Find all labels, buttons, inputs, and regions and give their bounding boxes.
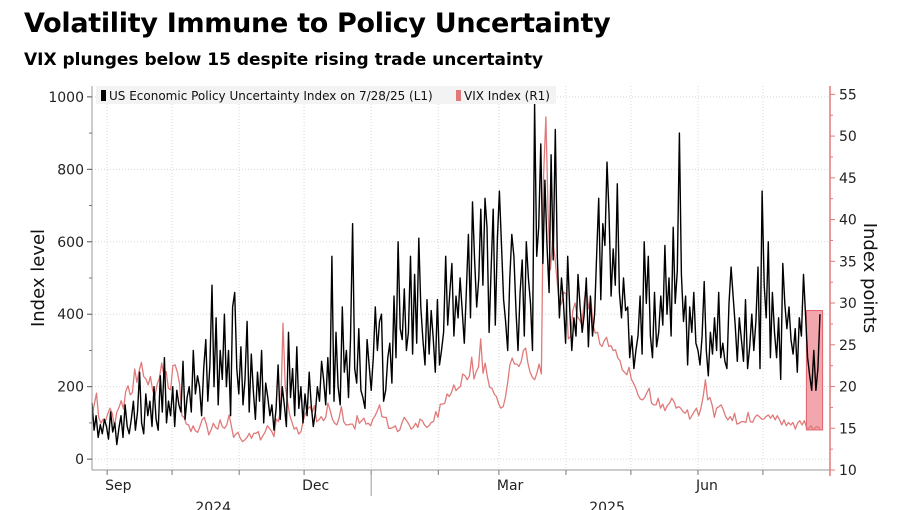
epu-series-line xyxy=(91,103,821,446)
legend-background xyxy=(96,86,556,104)
left-tick-label: 600 xyxy=(57,235,84,251)
x-tick-label: Mar xyxy=(497,478,524,494)
right-tick-label: 45 xyxy=(839,171,857,187)
right-tick-label: 25 xyxy=(839,338,857,354)
x-year-label: 2024 xyxy=(195,500,231,510)
legend: US Economic Policy Uncertainty Index on … xyxy=(96,86,556,104)
left-tick-label: 400 xyxy=(57,307,84,323)
series-lines xyxy=(91,103,821,446)
x-tick-label: Sep xyxy=(105,478,132,494)
right-tick-label: 30 xyxy=(839,296,857,312)
x-tick-label: Jun xyxy=(695,478,718,494)
legend-swatch-epu xyxy=(101,90,106,101)
legend-swatch-vix xyxy=(456,90,461,101)
right-tick-label: 10 xyxy=(839,463,857,479)
right-tick-label: 55 xyxy=(839,87,857,103)
right-tick-label: 35 xyxy=(839,254,857,270)
grid-lines xyxy=(92,86,830,470)
chart-title: Volatility Immune to Policy Uncertainty xyxy=(24,8,611,39)
axes: 0200400600800100010152025303540455055Sep… xyxy=(48,86,857,510)
legend-label-epu: US Economic Policy Uncertainty Index on … xyxy=(109,89,433,103)
left-tick-label: 0 xyxy=(75,452,84,468)
vix-series-line xyxy=(91,116,821,443)
legend-label-vix: VIX Index (R1) xyxy=(464,89,550,103)
left-tick-label: 1000 xyxy=(48,90,84,106)
right-tick-label: 20 xyxy=(839,380,857,396)
left-tick-label: 800 xyxy=(57,162,84,178)
chart-subtitle: VIX plunges below 15 despite rising trad… xyxy=(24,50,544,70)
x-year-label: 2025 xyxy=(589,500,625,510)
right-tick-label: 40 xyxy=(839,213,857,229)
right-tick-label: 50 xyxy=(839,129,857,145)
left-axis-label: Index level xyxy=(28,229,49,327)
left-tick-label: 200 xyxy=(57,380,84,396)
x-tick-label: Dec xyxy=(302,478,329,494)
right-tick-label: 15 xyxy=(839,421,857,437)
right-axis-label: Index points xyxy=(859,223,880,334)
